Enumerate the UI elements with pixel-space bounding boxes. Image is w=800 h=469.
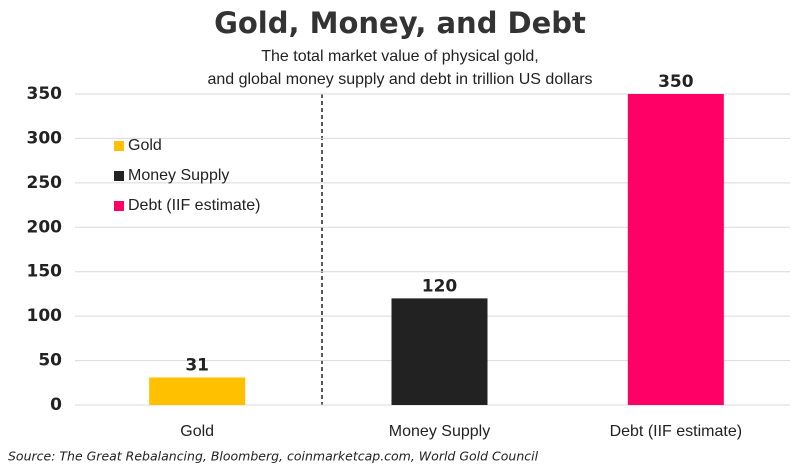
y-tick-label: 150: [27, 262, 63, 282]
y-tick-label: 350: [27, 84, 63, 104]
data-label: 350: [658, 72, 694, 92]
y-tick-label: 50: [38, 351, 62, 371]
bar: [391, 298, 488, 405]
x-tick-label: Money Supply: [389, 423, 490, 440]
legend-swatch: [114, 141, 124, 151]
x-tick-label: Gold: [180, 423, 214, 440]
y-tick-label: 300: [27, 128, 63, 148]
y-tick-label: 200: [27, 217, 63, 237]
legend-label: Money Supply: [128, 167, 229, 184]
data-label: 120: [422, 276, 458, 296]
x-tick-label: Debt (IIF estimate): [610, 423, 742, 440]
source-note: Source: The Great Rebalancing, Bloomberg…: [8, 449, 539, 464]
bar: [149, 377, 246, 405]
y-tick-label: 0: [50, 395, 62, 415]
y-tick-label: 250: [27, 173, 63, 193]
chart-subtitle: The total market value of physical gold,: [261, 48, 538, 65]
chart-subtitle: and global money supply and debt in tril…: [207, 71, 592, 88]
y-tick-label: 100: [27, 306, 63, 326]
legend-label: Debt (IIF estimate): [128, 197, 260, 214]
legend-label: Gold: [128, 137, 162, 154]
chart-title: Gold, Money, and Debt: [214, 6, 586, 40]
legend-swatch: [114, 171, 124, 181]
data-label: 31: [185, 355, 209, 375]
bar: [627, 94, 724, 405]
legend-swatch: [114, 201, 124, 211]
